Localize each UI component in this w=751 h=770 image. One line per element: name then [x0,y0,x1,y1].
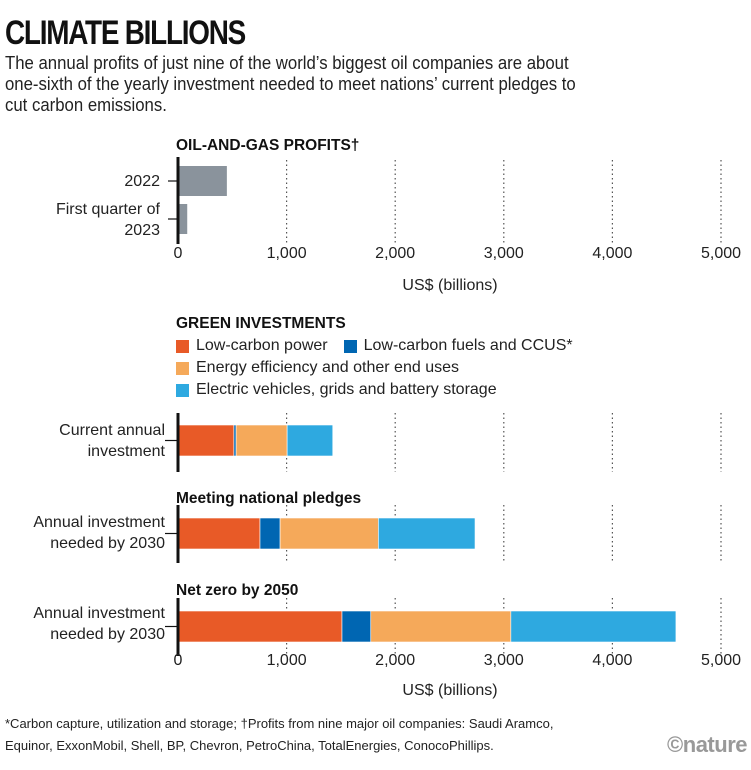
category-label-net-zero-text: Annual investment needed by 2030 [33,605,165,643]
x-tick-label: 0 [173,652,183,669]
x-tick-label: 3,000 [483,652,524,669]
x-tick-label: 4,000 [592,245,633,262]
category-label-2022: 2022 [124,173,160,190]
x-tick-label: 5,000 [700,652,742,669]
bar-segment-low-carbon-power-1 [177,517,261,550]
chart-subtitle: The annual profits of just nine of the w… [5,53,576,115]
x-tick-label: 5,000 [700,245,742,262]
x-tick-label: 1,000 [266,245,307,262]
legend-label: Low-carbon fuels and CCUS* [363,337,573,354]
nature-logo: ©nature [667,732,747,757]
group-heading-net-zero: Net zero by 2050 [176,582,299,599]
category-label-pledges: Annual investment needed by 2030 [0,512,165,554]
bar-segment-energy-efficiency-0 [235,424,288,457]
profits-section-title: OIL-AND-GAS PROFITS† [176,137,360,154]
category-label-q1-2023: First quarter of 2023 [0,199,160,241]
x-tick-label: 2,000 [375,652,416,669]
legend-swatch-low-carbon-fuels [343,339,357,353]
bar-segment-low-carbon-fuels-ccus-0 [233,424,237,457]
chart-title: CLIMATE BILLIONS [5,14,246,52]
legend-swatch-energy-efficiency [176,361,189,375]
category-label-current: Current annual investment [0,420,165,462]
category-label-q1-2023-text: First quarter of 2023 [55,201,160,239]
footnote-line-2: Equinor, ExxonMobil, Shell, BP, Chevron,… [5,738,494,753]
legend-item-low-carbon-power: Low-carbon power [176,335,328,357]
legend-label: Electric vehicles, grids and battery sto… [196,381,497,398]
bar-profits-1 [178,204,188,234]
legend-item-energy-efficiency: Energy efficiency and other end uses [176,357,459,379]
legend: Low-carbon power Low-carbon fuels and CC… [176,335,589,401]
x-tick-label: 1,000 [266,652,307,669]
bar-segment-energy-efficiency-2 [370,610,512,643]
legend-label: Energy efficiency and other end uses [196,359,459,376]
x-axis-label-bottom: US$ (billions) [402,682,498,699]
footnote-line-1: *Carbon capture, utilization and storage… [5,716,554,731]
bar-segment-ev-grids-storage-2 [510,610,677,643]
footnote: *Carbon capture, utilization and storage… [5,713,553,757]
x-axis-label-top: US$ (billions) [402,277,498,294]
category-label-current-text: Current annual investment [59,422,165,460]
bar-segment-low-carbon-fuels-ccus-2 [341,610,372,643]
x-tick-label: 4,000 [592,652,633,669]
category-label-pledges-text: Annual investment needed by 2030 [33,514,165,552]
bar-segment-low-carbon-power-0 [177,424,235,457]
category-label-net-zero: Annual investment needed by 2030 [0,603,165,645]
legend-swatch-low-carbon-power [176,339,189,353]
bar-segment-low-carbon-power-2 [177,610,343,643]
bar-segment-low-carbon-fuels-ccus-1 [259,517,281,550]
x-tick-label: 0 [173,245,183,262]
x-tick-label: 3,000 [483,245,524,262]
bar-segment-ev-grids-storage-0 [286,424,334,457]
legend-item-low-carbon-fuels: Low-carbon fuels and CCUS* [343,335,573,357]
bar-profits-0 [178,166,227,196]
x-tick-label: 2,000 [375,245,416,262]
legend-label: Low-carbon power [196,337,328,354]
green-section-title: GREEN INVESTMENTS [176,315,346,332]
legend-swatch-ev-grids [176,383,189,397]
bar-segment-ev-grids-storage-1 [378,517,476,550]
bar-segment-energy-efficiency-1 [279,517,379,550]
legend-item-ev-grids: Electric vehicles, grids and battery sto… [176,379,497,401]
group-heading-pledges: Meeting national pledges [176,490,362,507]
